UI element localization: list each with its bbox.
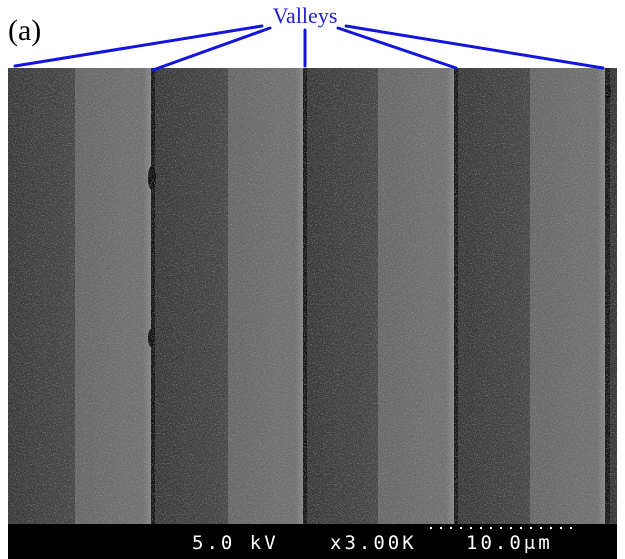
defect bbox=[148, 166, 156, 190]
annotation-arrows bbox=[15, 26, 603, 70]
pointer-line bbox=[15, 26, 262, 66]
light-band bbox=[378, 68, 454, 524]
annotation-label: Valleys bbox=[273, 3, 338, 28]
defect bbox=[148, 329, 154, 347]
pointer-line bbox=[346, 26, 603, 68]
defect bbox=[605, 82, 611, 102]
dark-band bbox=[458, 68, 530, 524]
dark-band bbox=[610, 68, 617, 524]
valley-line bbox=[454, 68, 458, 524]
panel-label: (a) bbox=[8, 14, 41, 47]
light-band bbox=[530, 68, 605, 524]
valley-line bbox=[151, 68, 155, 524]
voltage-label: 5.0 kV bbox=[192, 532, 279, 554]
dark-band bbox=[307, 68, 378, 524]
light-band bbox=[228, 68, 303, 524]
dark-band bbox=[155, 68, 228, 524]
scale-length-label: 10.0μm bbox=[466, 532, 553, 554]
valley-line bbox=[605, 68, 610, 524]
sem-image bbox=[8, 68, 617, 524]
light-band bbox=[75, 68, 151, 524]
dark-band bbox=[8, 68, 75, 524]
magnification-label: x3.00K bbox=[330, 532, 417, 554]
valley-line bbox=[303, 68, 307, 524]
figure: 5.0 kV x3.00K 10.0μm (a) Valleys bbox=[0, 0, 625, 559]
